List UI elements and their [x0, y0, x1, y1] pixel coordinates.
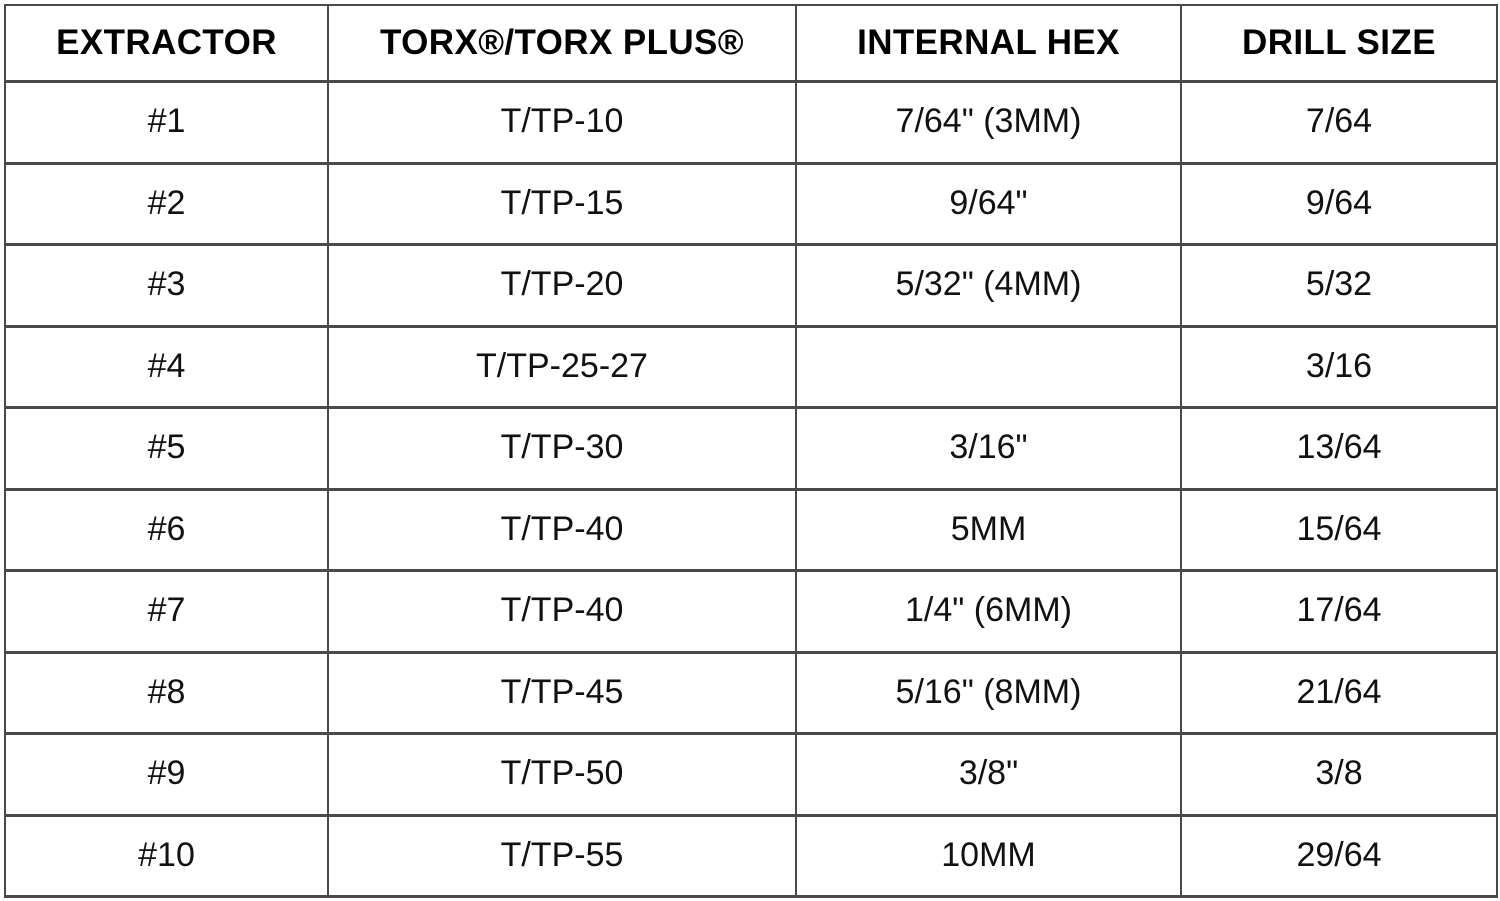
cell-drill-size: 3/8 [1181, 733, 1497, 817]
cell-drill-size: 5/32 [1181, 244, 1497, 328]
cell-extractor: #7 [5, 570, 329, 654]
cell-torx: T/TP-40 [328, 570, 797, 654]
table-row: #4 T/TP-25-27 3/16 [5, 326, 1497, 409]
table-row: #1 T/TP-10 7/64" (3MM) 7/64 [5, 81, 1497, 165]
cell-torx: T/TP-20 [328, 244, 797, 328]
cell-internal-hex: 3/16" [796, 407, 1182, 491]
cell-drill-size: 13/64 [1181, 407, 1497, 491]
table-row: #3 T/TP-20 5/32" (4MM) 5/32 [5, 244, 1497, 328]
header-row: EXTRACTOR TORX®/TORX PLUS® INTERNAL HEX … [5, 5, 1497, 83]
cell-extractor: #9 [5, 733, 329, 817]
cell-internal-hex: 5/32" (4MM) [796, 244, 1182, 328]
table-row: #5 T/TP-30 3/16" 13/64 [5, 407, 1497, 491]
cell-drill-size: 17/64 [1181, 570, 1497, 654]
table-header: EXTRACTOR TORX®/TORX PLUS® INTERNAL HEX … [5, 5, 1497, 83]
cell-drill-size: 3/16 [1181, 326, 1497, 409]
table-body: #1 T/TP-10 7/64" (3MM) 7/64 #2 T/TP-15 9… [5, 81, 1497, 897]
cell-internal-hex: 3/8" [796, 733, 1182, 817]
cell-drill-size: 9/64 [1181, 163, 1497, 246]
cell-drill-size: 7/64 [1181, 81, 1497, 165]
cell-drill-size: 29/64 [1181, 815, 1497, 897]
column-header-internal-hex: INTERNAL HEX [796, 5, 1182, 83]
cell-internal-hex: 1/4" (6MM) [796, 570, 1182, 654]
cell-torx: T/TP-45 [328, 652, 797, 735]
table-row: #2 T/TP-15 9/64" 9/64 [5, 163, 1497, 246]
table-row: #10 T/TP-55 10MM 29/64 [5, 815, 1497, 897]
cell-extractor: #1 [5, 81, 329, 165]
cell-extractor: #5 [5, 407, 329, 491]
cell-torx: T/TP-40 [328, 489, 797, 572]
cell-extractor: #6 [5, 489, 329, 572]
extractor-size-table: EXTRACTOR TORX®/TORX PLUS® INTERNAL HEX … [4, 4, 1498, 898]
cell-internal-hex: 9/64" [796, 163, 1182, 246]
column-header-extractor: EXTRACTOR [5, 5, 329, 83]
cell-torx: T/TP-30 [328, 407, 797, 491]
cell-torx: T/TP-50 [328, 733, 797, 817]
cell-drill-size: 21/64 [1181, 652, 1497, 735]
table-row: #6 T/TP-40 5MM 15/64 [5, 489, 1497, 572]
column-header-drill-size: DRILL SIZE [1181, 5, 1497, 83]
cell-torx: T/TP-15 [328, 163, 797, 246]
cell-torx: T/TP-55 [328, 815, 797, 897]
cell-torx: T/TP-10 [328, 81, 797, 165]
cell-extractor: #10 [5, 815, 329, 897]
table-row: #9 T/TP-50 3/8" 3/8 [5, 733, 1497, 817]
cell-extractor: #8 [5, 652, 329, 735]
cell-internal-hex [796, 326, 1182, 409]
cell-extractor: #4 [5, 326, 329, 409]
table-row: #8 T/TP-45 5/16" (8MM) 21/64 [5, 652, 1497, 735]
cell-internal-hex: 10MM [796, 815, 1182, 897]
cell-drill-size: 15/64 [1181, 489, 1497, 572]
cell-torx: T/TP-25-27 [328, 326, 797, 409]
cell-internal-hex: 5/16" (8MM) [796, 652, 1182, 735]
cell-extractor: #3 [5, 244, 329, 328]
cell-extractor: #2 [5, 163, 329, 246]
table-row: #7 T/TP-40 1/4" (6MM) 17/64 [5, 570, 1497, 654]
cell-internal-hex: 5MM [796, 489, 1182, 572]
column-header-torx: TORX®/TORX PLUS® [328, 5, 797, 83]
cell-internal-hex: 7/64" (3MM) [796, 81, 1182, 165]
